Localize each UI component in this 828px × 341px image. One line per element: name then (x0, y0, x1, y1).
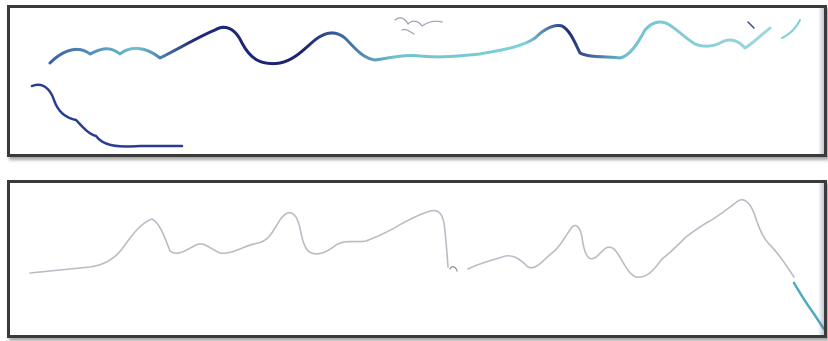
top-edge-shade (818, 8, 824, 154)
bottom-edge-shade (818, 183, 824, 335)
bottom-faded-wave-2 (467, 198, 795, 278)
top-main-wave (48, 20, 772, 66)
top-right-hook (781, 19, 801, 39)
top-ink-trace (30, 17, 801, 148)
top-paper-strip (7, 5, 827, 157)
bottom-stray-mark (449, 266, 458, 272)
bottom-ink-trace (29, 198, 824, 331)
top-small-squiggle (394, 17, 443, 35)
bottom-paper-strip (7, 180, 827, 338)
top-right-tick (747, 21, 755, 29)
bottom-teal-end (792, 281, 824, 331)
bottom-faded-wave (29, 209, 449, 274)
top-loop-wave (30, 83, 184, 148)
